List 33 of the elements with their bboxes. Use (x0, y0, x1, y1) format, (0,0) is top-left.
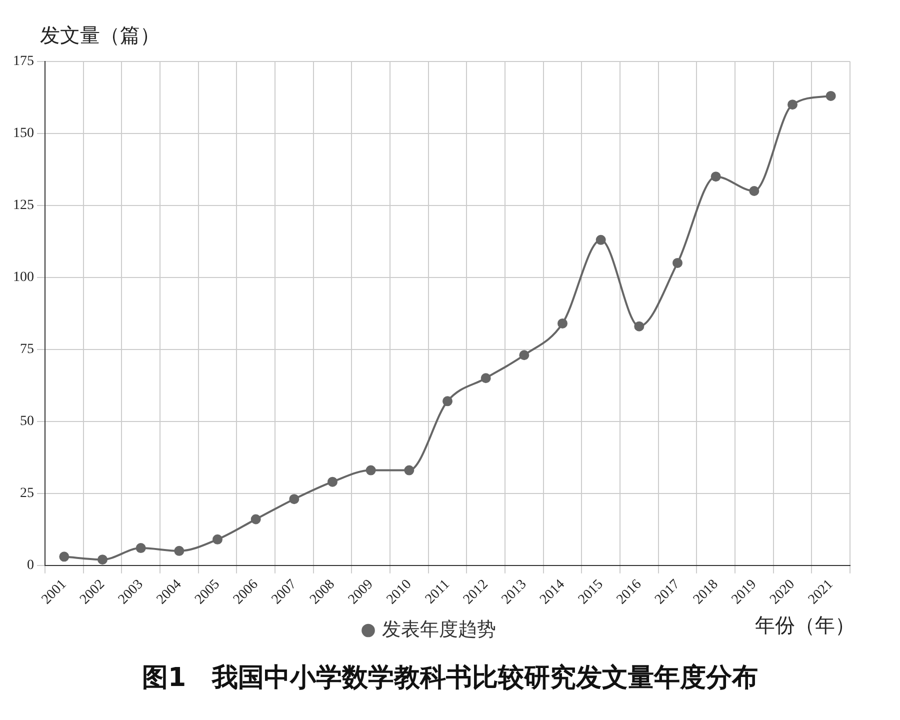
y-tick-label: 100 (13, 270, 34, 286)
point (212, 534, 222, 544)
y-tick-label: 75 (20, 342, 34, 358)
point (480, 373, 491, 384)
y-tick-label: 150 (13, 126, 34, 142)
point (826, 90, 836, 101)
y-tick-label: 25 (20, 486, 34, 502)
y-tick-label: 50 (20, 414, 34, 430)
point (596, 234, 606, 245)
point (174, 546, 184, 556)
y-tick-label: 0 (27, 558, 34, 573)
point (289, 494, 300, 504)
point (634, 321, 644, 332)
text: 图1 我国中小学数学教科书比较研究发文量年度分布 (140, 662, 760, 695)
point (672, 258, 682, 268)
point (788, 100, 798, 110)
point (98, 554, 108, 565)
y-tick-label: 125 (13, 198, 34, 214)
point (558, 318, 568, 328)
point (404, 465, 414, 476)
point (136, 543, 146, 554)
point (328, 476, 338, 487)
y-tick-label: 175 (13, 54, 34, 70)
point (59, 552, 70, 562)
point (749, 186, 760, 196)
point (442, 396, 452, 406)
point (366, 465, 376, 476)
legend-label: 发表年度趋势 (382, 618, 496, 640)
point (710, 172, 721, 182)
x-axis-title: 年份（年） (755, 612, 855, 639)
point (250, 514, 261, 524)
y-axis-title: 发文量（篇） (40, 22, 160, 49)
point (519, 350, 530, 360)
